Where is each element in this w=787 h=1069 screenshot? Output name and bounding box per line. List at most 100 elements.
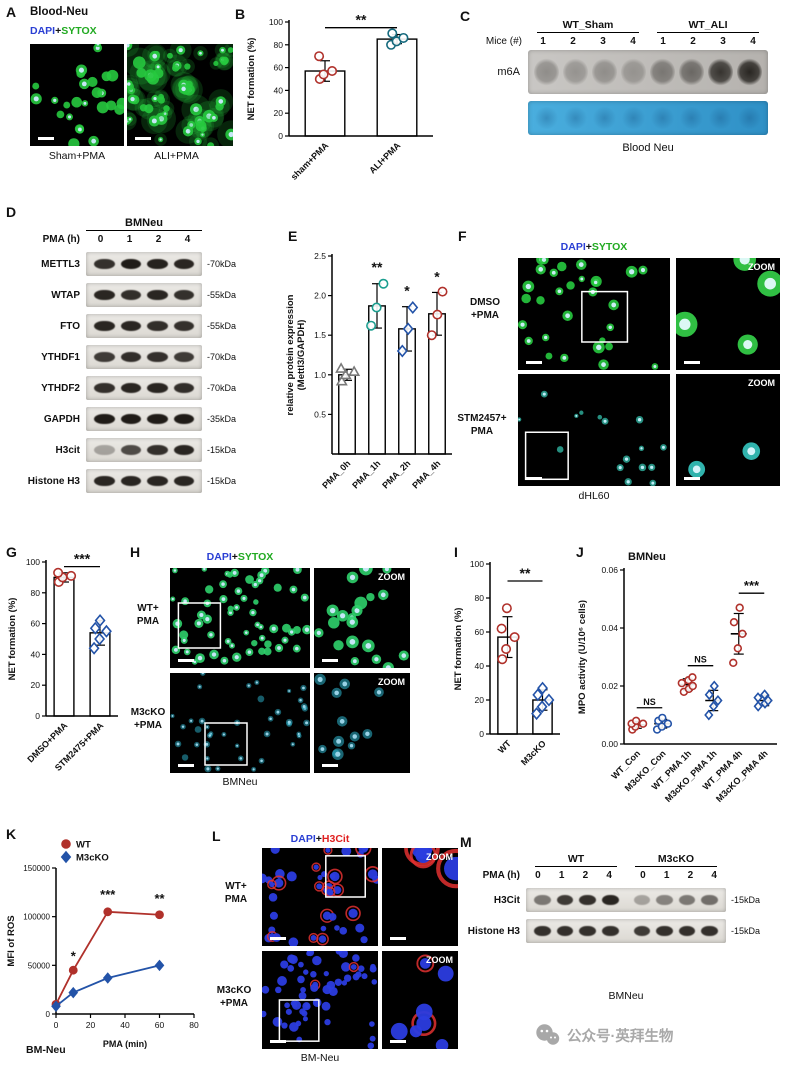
blot-groups: WT_Sham WT_ALI	[528, 19, 768, 33]
blot-groups: WT M3cKO	[526, 853, 726, 867]
db-dot	[563, 107, 588, 129]
blot-strip	[526, 919, 726, 943]
db-dot	[708, 58, 733, 86]
blot-lane-num: 2	[582, 870, 589, 881]
blot-lane-num: 0	[640, 870, 646, 881]
svg-text:*: *	[404, 283, 410, 299]
brow: Blood Neu	[466, 138, 778, 154]
blot-band	[678, 895, 696, 905]
blot-lane-num: 4	[606, 870, 612, 881]
svg-text:0: 0	[46, 1010, 51, 1019]
panel-label-D: D	[6, 204, 17, 220]
db-dot	[650, 58, 675, 86]
svg-text:**: **	[520, 565, 531, 581]
blot-kda: -55kDa	[207, 290, 237, 300]
panel-I: I 0 20 40 60 80 100 NET formation (%) WT M3cKO **	[450, 538, 572, 782]
micrograph-ali-pma	[127, 44, 233, 146]
svg-text:0: 0	[479, 729, 484, 739]
wechat-icon	[534, 1022, 561, 1049]
svg-text:**: **	[372, 259, 383, 275]
svg-text:M3cKO: M3cKO	[519, 738, 548, 767]
row-label-m3cko-pma-l: M3cKO +PMA	[216, 985, 252, 1009]
panel-F: F DAPI+SYTOX DMSO +PMA ZOOM STM2457+ PMA…	[448, 220, 787, 526]
row-label-stm2457-pma: STM2457+ PMA	[457, 413, 507, 437]
western-blot-bmneu-timecourse: BMNeu PMA (h) 0 1 2 4 METTL3 -70kDa WTAP -55kDa FT…	[8, 214, 276, 493]
svg-text:M3cKO: M3cKO	[76, 853, 109, 864]
blot-band	[656, 926, 673, 936]
blot-band	[120, 259, 141, 269]
panel-K: K 0 50000 100000 150000 0 20 40 60 80 MFI of ROS P…	[4, 822, 206, 1069]
db-dot	[679, 58, 704, 86]
blot-band	[120, 445, 141, 455]
blot-band	[94, 352, 115, 362]
blot-band	[147, 352, 168, 362]
svg-text:BMNeu: BMNeu	[628, 551, 666, 563]
svg-text:0.06: 0.06	[601, 565, 618, 575]
svg-text:60: 60	[31, 619, 41, 629]
db-dot	[621, 58, 646, 86]
panel-label-F: F	[458, 228, 467, 244]
blot-label: WTAP	[51, 289, 80, 301]
svg-text:**: **	[154, 891, 165, 906]
blot-band	[120, 321, 141, 331]
db-dot	[737, 107, 762, 129]
row-label-m3cko-pma: M3cKO +PMA	[130, 707, 166, 731]
blot-band	[147, 290, 168, 300]
panel-label-B: B	[235, 6, 246, 22]
blot-band	[173, 290, 194, 300]
svg-text:PMA (min): PMA (min)	[103, 1039, 147, 1049]
brow	[466, 97, 778, 135]
svg-text:20: 20	[475, 695, 485, 705]
chart-net-formation-m3cko: 0 20 40 60 80 100 NET formation (%) WT M3cKO **	[452, 546, 570, 778]
blot-band	[173, 414, 194, 424]
blot-band	[173, 259, 194, 269]
blot-lane-num: 4	[184, 234, 191, 245]
blot-band	[94, 476, 115, 486]
blot-strip	[86, 345, 202, 369]
blot-kda: -15kDa	[731, 926, 761, 936]
blot-group: WT_Sham	[537, 19, 639, 33]
panel-E: E 0.5 1.0 1.5 2.0 2.5 relative protein expres…	[280, 220, 464, 526]
blot-group: WT_ALI	[657, 19, 759, 33]
blot-lane-num: 1	[663, 870, 670, 881]
blot-strip	[86, 407, 202, 431]
panel-M: M WT M3cKO PMA (h) 0 1 2 4 0 1 2 4 H3Cit -15kDa Histo…	[458, 830, 787, 1030]
panel-label-I: I	[454, 544, 458, 560]
row-label-wt-pma-l: WT+ PMA	[224, 881, 248, 905]
micrograph-m3cko-pma	[170, 673, 310, 773]
blot-label: H3Cit	[493, 894, 520, 906]
blot-lane-num: 2	[155, 234, 162, 245]
blot-band	[601, 926, 619, 936]
svg-text:60: 60	[155, 1020, 165, 1030]
svg-text:100: 100	[26, 557, 40, 567]
blot-band	[579, 926, 596, 936]
svg-text:0: 0	[54, 1020, 59, 1030]
blot-band	[94, 445, 115, 455]
blot-band	[534, 926, 551, 936]
svg-text:WT: WT	[76, 840, 91, 851]
watermark: 公众号·英拜生物	[534, 1022, 673, 1049]
blot-strip	[86, 469, 202, 493]
brow: H3Cit -15kDa	[464, 888, 784, 912]
svg-text:***: ***	[744, 578, 760, 593]
blot-strip	[86, 438, 202, 462]
blot-label: METTL3	[41, 258, 80, 270]
svg-text:50000: 50000	[28, 961, 51, 970]
blot-band	[173, 445, 194, 455]
micrograph-m3cko-pma-zoom: ZOOM	[314, 673, 410, 773]
svg-text:ZOOM: ZOOM	[426, 852, 453, 862]
blot-title: BMNeu	[86, 217, 202, 231]
brow: METTL3 -70kDa	[8, 252, 276, 276]
svg-text:MFI of ROS: MFI of ROS	[6, 915, 17, 966]
blot-kda: -70kDa	[207, 383, 237, 393]
blot-band	[120, 414, 141, 424]
svg-text:NS: NS	[643, 697, 656, 707]
svg-text:0: 0	[35, 711, 40, 721]
blot-band	[173, 352, 194, 362]
blot-strip	[526, 888, 726, 912]
blot-label: YTHDF2	[41, 382, 80, 394]
blot-lane-num: 2	[687, 870, 694, 881]
blot-band	[173, 383, 194, 393]
panel-label-A: A	[6, 4, 17, 20]
chart-mpo-activity: 0.00 0.02 0.04 0.06 MPO activity (U/10⁶ cell…	[576, 544, 785, 836]
